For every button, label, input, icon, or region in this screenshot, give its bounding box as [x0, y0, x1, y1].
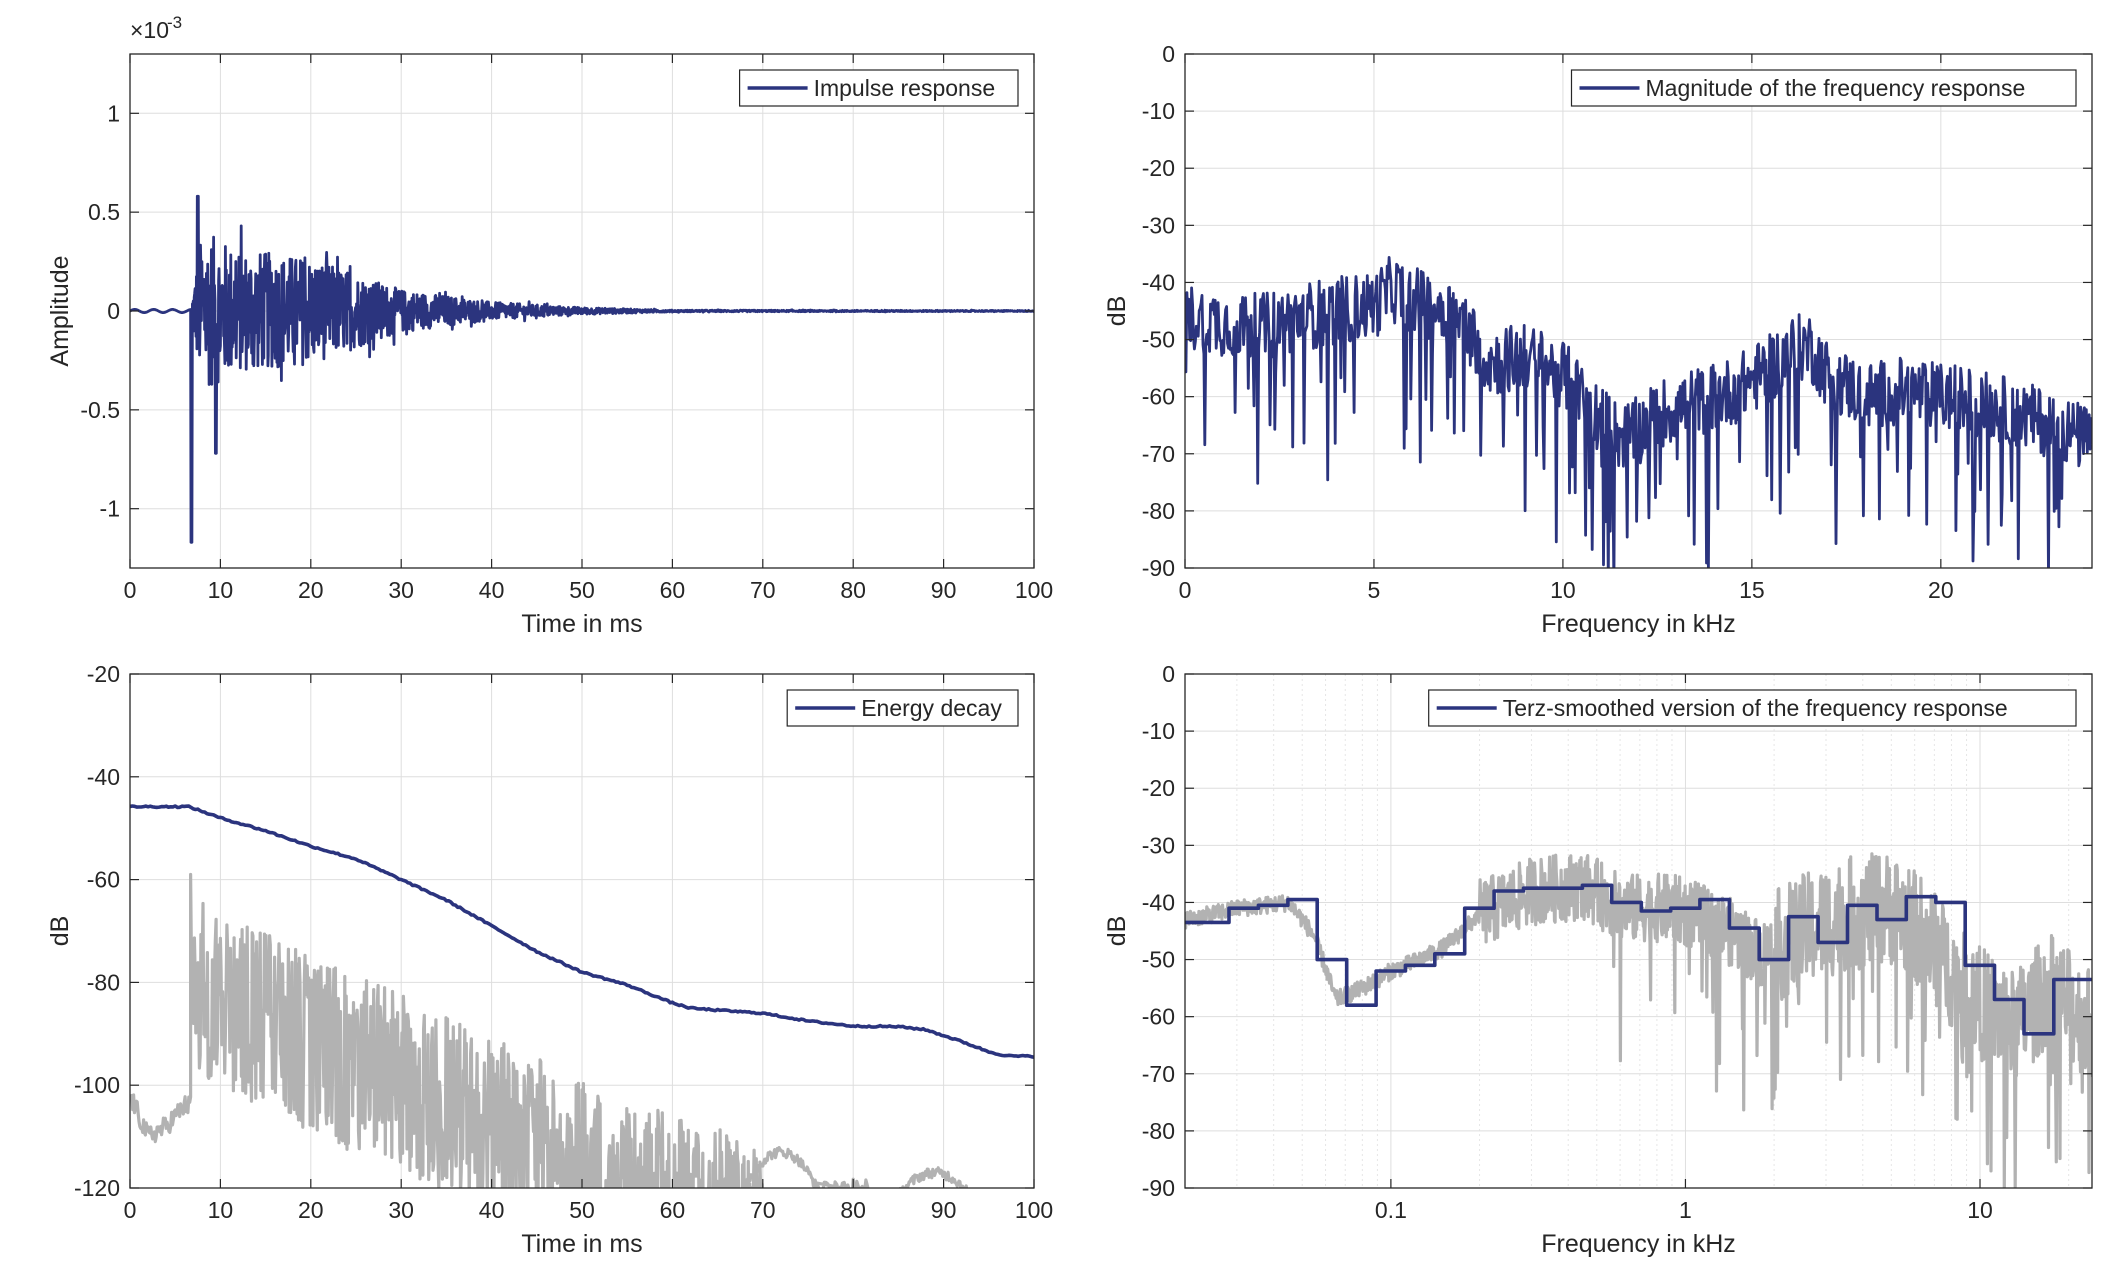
- x-tick-label: 0: [1179, 577, 1192, 603]
- plot-series: [1185, 255, 2092, 568]
- y-tick-label: -1: [100, 496, 120, 522]
- x-tick-label: 0: [124, 577, 137, 603]
- x-tick-label: 40: [479, 577, 505, 603]
- x-tick-label: 50: [569, 577, 595, 603]
- axis-exponent-power: -3: [167, 13, 182, 32]
- panel-top-left: 0 10 20 30 40 50 60 70 80 90 100 1 0.5 0 -0.5 -1 ×10-3 Ti…: [46, 13, 1053, 638]
- y-tick-label: -40: [1142, 889, 1175, 915]
- x-tick-label: 100: [1015, 577, 1053, 603]
- y-tick-label: -80: [1142, 1118, 1175, 1144]
- x-tick-label: 40: [479, 1197, 505, 1223]
- x-axis-label: Frequency in kHz: [1541, 610, 1736, 638]
- x-tick-label: 60: [660, 577, 686, 603]
- y-tick-label: -20: [87, 661, 120, 687]
- x-tick-label: 20: [298, 1197, 324, 1223]
- x-tick-label: 90: [931, 1197, 957, 1223]
- x-axis-label: Frequency in kHz: [1541, 1230, 1736, 1258]
- y-tick-label: 1: [107, 100, 120, 126]
- y-tick-label: -80: [87, 969, 120, 995]
- x-axis-label: Time in ms: [521, 610, 642, 638]
- y-tick-label: -50: [1142, 947, 1175, 973]
- y-tick-label: -60: [1142, 1004, 1175, 1030]
- legend: Magnitude of the frequency response: [1570, 69, 2077, 107]
- y-tick-label: -40: [1142, 269, 1175, 295]
- y-tick-label: 0: [1162, 661, 1175, 687]
- plot-series: [1185, 852, 2092, 1188]
- series-line-terz-smoothed: [1185, 883, 2092, 1036]
- grid: [1184, 53, 2092, 569]
- x-tick-label: 50: [569, 1197, 595, 1223]
- y-tick-label: -100: [74, 1072, 120, 1098]
- x-tick-label: 90: [931, 577, 957, 603]
- x-tick-label: 70: [750, 1197, 776, 1223]
- legend-label: Magnitude of the frequency response: [1646, 75, 2026, 101]
- x-tick-label: 80: [840, 577, 866, 603]
- series-line-reference: [130, 872, 969, 1188]
- panel-top-right: 0 5 10 15 20 0 -10 -20 -30 -40 -50 -60 -70 -80 -90 Freq…: [1103, 41, 2093, 638]
- legend: Impulse response: [738, 69, 1019, 107]
- y-tick-label: 0: [1162, 41, 1175, 67]
- legend-label: Impulse response: [814, 75, 996, 101]
- series-line-reference: [1185, 852, 2092, 1188]
- series-line-magnitude: [1185, 255, 2092, 568]
- y-axis-label: dB: [46, 916, 74, 947]
- x-tick-label: 20: [1928, 577, 1954, 603]
- axis-exponent-label: ×10: [130, 17, 169, 43]
- x-tick-label: 70: [750, 577, 776, 603]
- x-tick-label: 15: [1739, 577, 1765, 603]
- axes-box: [1184, 673, 2093, 1189]
- y-tick-label: -40: [87, 764, 120, 790]
- x-tick-label: 20: [298, 577, 324, 603]
- series-line-impulse: [130, 194, 1034, 544]
- legend: Terz-smoothed version of the frequency r…: [1428, 689, 2077, 727]
- x-tick-label: 5: [1368, 577, 1381, 603]
- x-tick-label: 0: [124, 1197, 137, 1223]
- y-tick-label: -90: [1142, 1175, 1175, 1201]
- legend-label: Terz-smoothed version of the frequency r…: [1503, 695, 2008, 721]
- y-axis-label: dB: [1103, 916, 1131, 947]
- x-tick-label: 30: [388, 577, 414, 603]
- y-tick-label: -90: [1142, 555, 1175, 581]
- y-tick-label: -30: [1142, 212, 1175, 238]
- y-tick-label: -20: [1142, 155, 1175, 181]
- y-tick-label: -70: [1142, 1061, 1175, 1087]
- x-tick-label: 10: [208, 1197, 234, 1223]
- y-tick-label: 0: [107, 298, 120, 324]
- x-tick-label: 10: [1550, 577, 1576, 603]
- y-axis-label: Amplitude: [46, 255, 74, 366]
- series-line-energy: [130, 804, 1034, 1059]
- x-axis-label: Time in ms: [521, 1230, 642, 1258]
- x-tick-label: 1: [1679, 1197, 1692, 1223]
- y-tick-label: -60: [87, 867, 120, 893]
- y-tick-label: -60: [1142, 384, 1175, 410]
- y-tick-label: -10: [1142, 718, 1175, 744]
- x-tick-label: 0.1: [1375, 1197, 1407, 1223]
- y-tick-label: -70: [1142, 441, 1175, 467]
- x-tick-label: 30: [388, 1197, 414, 1223]
- panel-bottom-right: 0.1 1 10 0 -10 -20 -30 -40 -50 -60 -70 -80 -90 Freque…: [1103, 661, 2093, 1258]
- plot-series: [130, 804, 1034, 1188]
- legend: Energy decay: [786, 689, 1019, 727]
- legend-box: [1570, 69, 2077, 107]
- x-tick-label: 60: [660, 1197, 686, 1223]
- legend-box: [1428, 689, 2077, 727]
- x-tick-label: 100: [1015, 1197, 1053, 1223]
- y-tick-label: 0.5: [88, 199, 120, 225]
- x-tick-label: 10: [1967, 1197, 1993, 1223]
- x-tick-label: 10: [208, 577, 234, 603]
- axes-box: [1184, 53, 2093, 569]
- y-axis-label: dB: [1103, 296, 1131, 327]
- y-tick-label: -120: [74, 1175, 120, 1201]
- y-tick-label: -80: [1142, 498, 1175, 524]
- y-tick-label: -50: [1142, 327, 1175, 353]
- y-tick-label: -0.5: [80, 397, 120, 423]
- y-tick-label: -30: [1142, 832, 1175, 858]
- legend-label: Energy decay: [861, 695, 1002, 721]
- y-tick-label: -10: [1142, 98, 1175, 124]
- plot-series: [130, 194, 1034, 544]
- y-tick-label: -20: [1142, 775, 1175, 801]
- panel-bottom-left: 0 10 20 30 40 50 60 70 80 90 100 -20 -40 -60 -80 -100 -1…: [46, 661, 1053, 1258]
- x-tick-label: 80: [840, 1197, 866, 1223]
